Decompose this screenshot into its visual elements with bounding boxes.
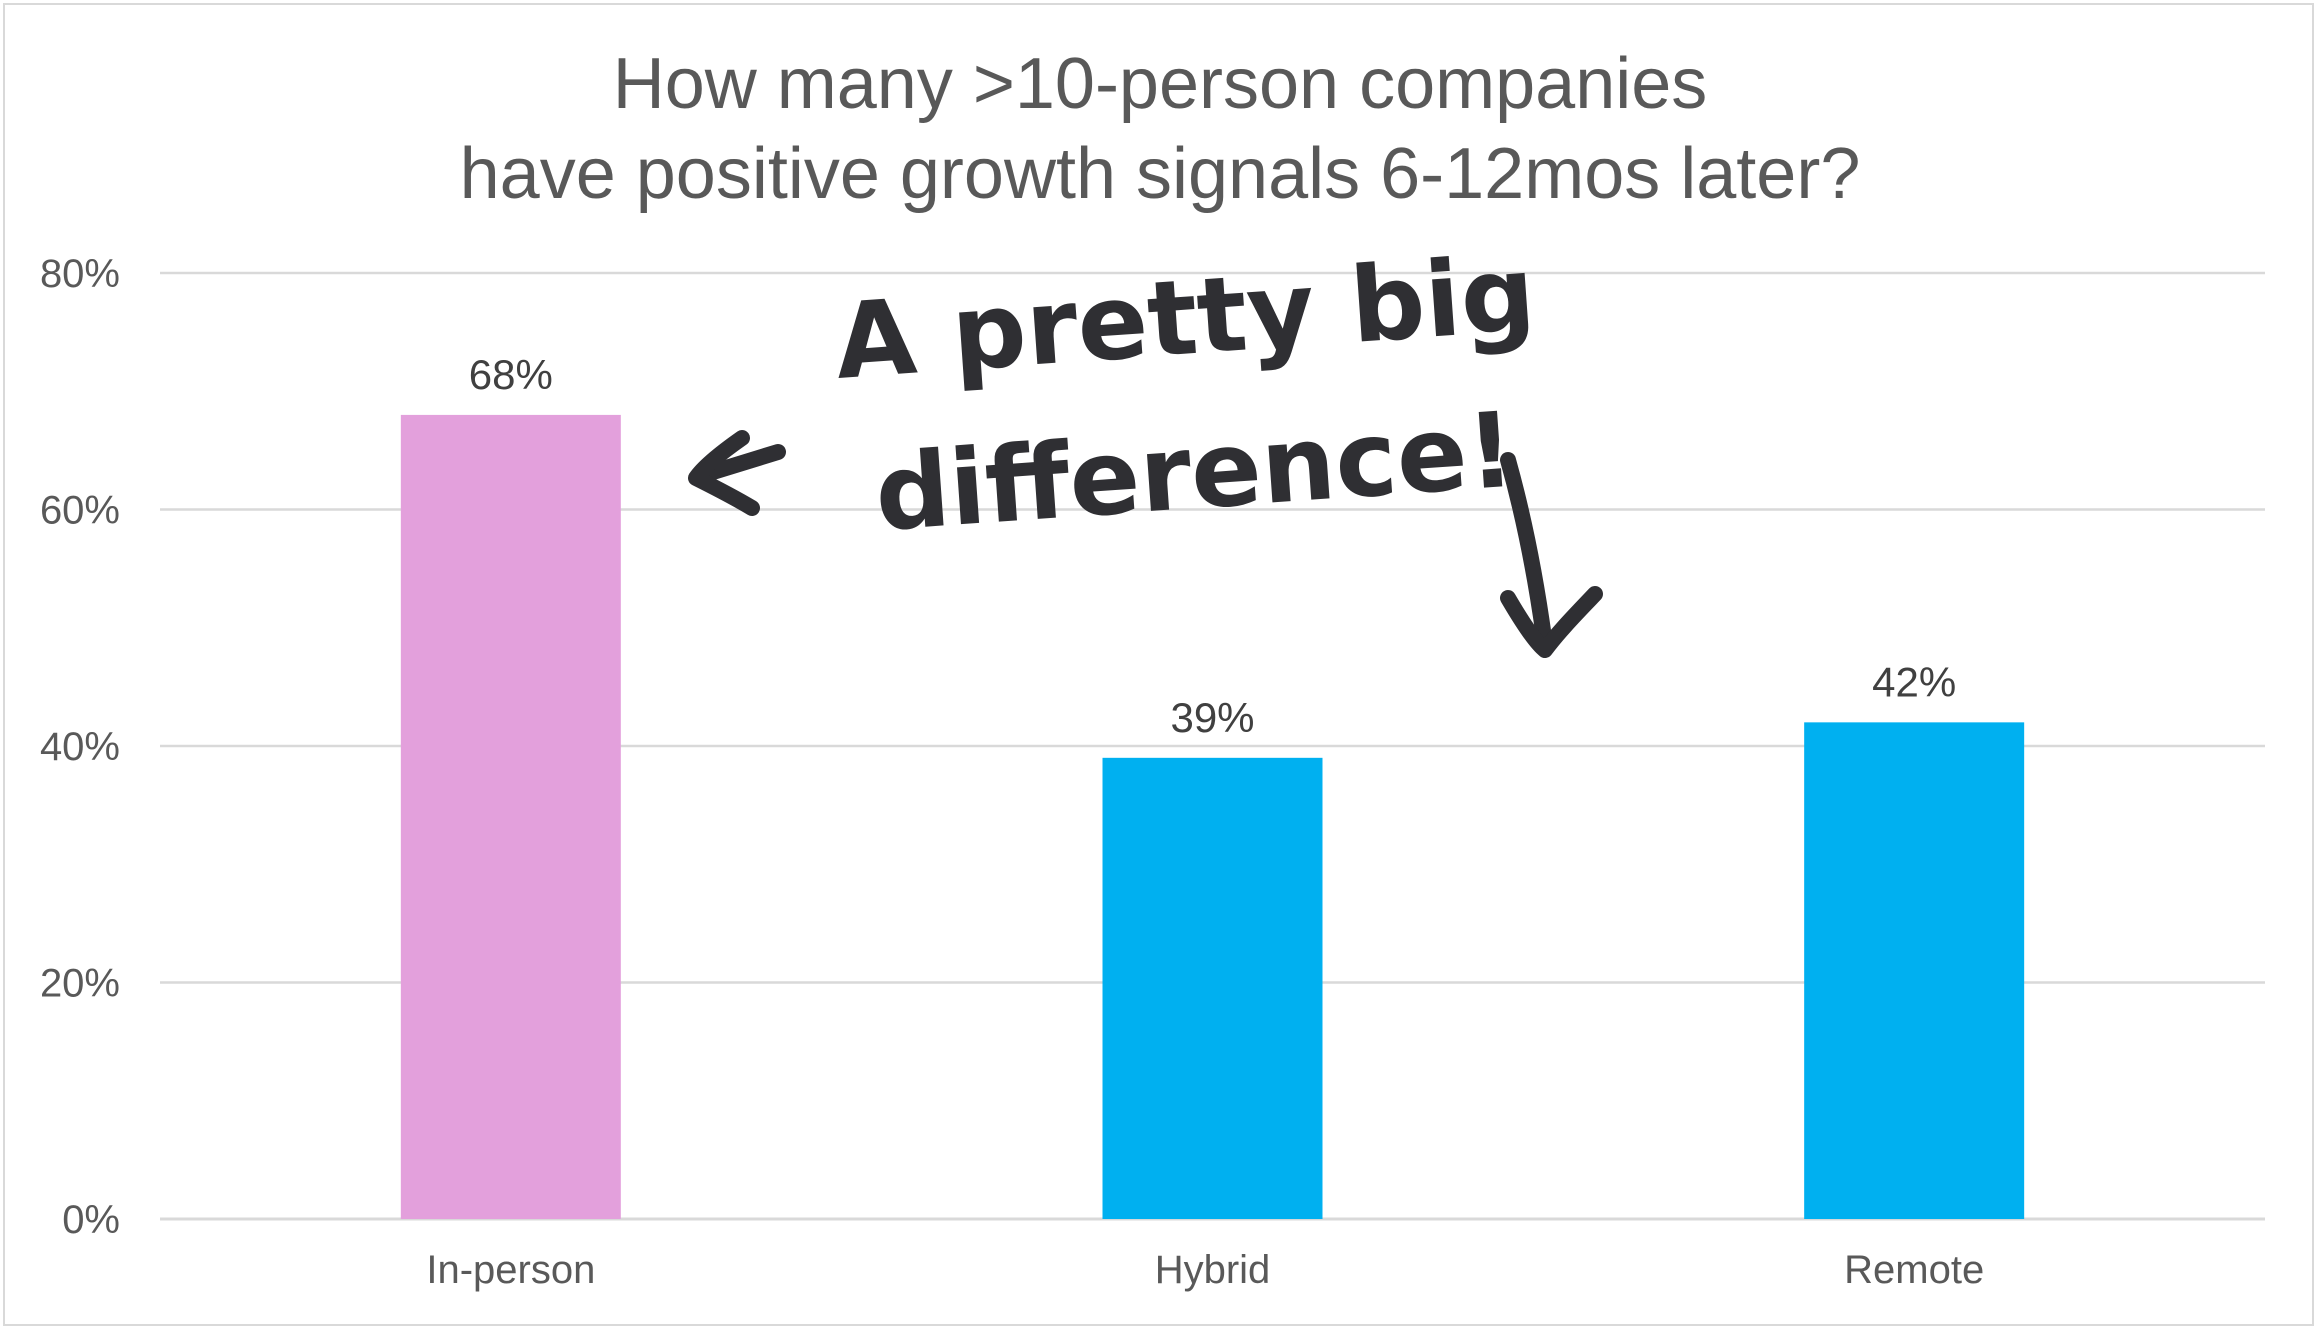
y-tick-label: 20% [40, 962, 120, 1006]
x-axis-category-labels: In-person Hybrid Remote [426, 1248, 1984, 1292]
annotation-line-2: difference! [871, 389, 1518, 555]
data-labels: 68% 39% 42% [469, 351, 1956, 741]
y-axis-tick-labels: 0% 20% 40% 60% 80% [40, 252, 120, 1242]
y-tick-label: 40% [40, 725, 120, 769]
data-label: 42% [1872, 658, 1956, 705]
down-arrow-icon [1500, 452, 1603, 658]
data-label: 39% [1170, 694, 1254, 741]
bar-remote [1804, 722, 2025, 1219]
bar-in-person [400, 414, 621, 1219]
data-label: 68% [469, 351, 553, 398]
left-arrow-icon [688, 430, 786, 516]
bars [400, 414, 2025, 1219]
annotation-line-1: A pretty big [831, 232, 1539, 403]
chart-title-line-2: have positive growth signals 6-12mos lat… [460, 134, 1861, 214]
y-tick-label: 0% [62, 1198, 120, 1242]
handwritten-annotation: A pretty big difference! [688, 232, 1603, 658]
category-label: Remote [1844, 1248, 1984, 1292]
category-label: Hybrid [1155, 1248, 1271, 1292]
y-tick-label: 60% [40, 489, 120, 533]
y-tick-label: 80% [40, 252, 120, 296]
chart-title-line-1: How many >10-person companies [613, 44, 1708, 124]
bar-hybrid [1102, 757, 1323, 1219]
category-label: In-person [426, 1248, 595, 1292]
